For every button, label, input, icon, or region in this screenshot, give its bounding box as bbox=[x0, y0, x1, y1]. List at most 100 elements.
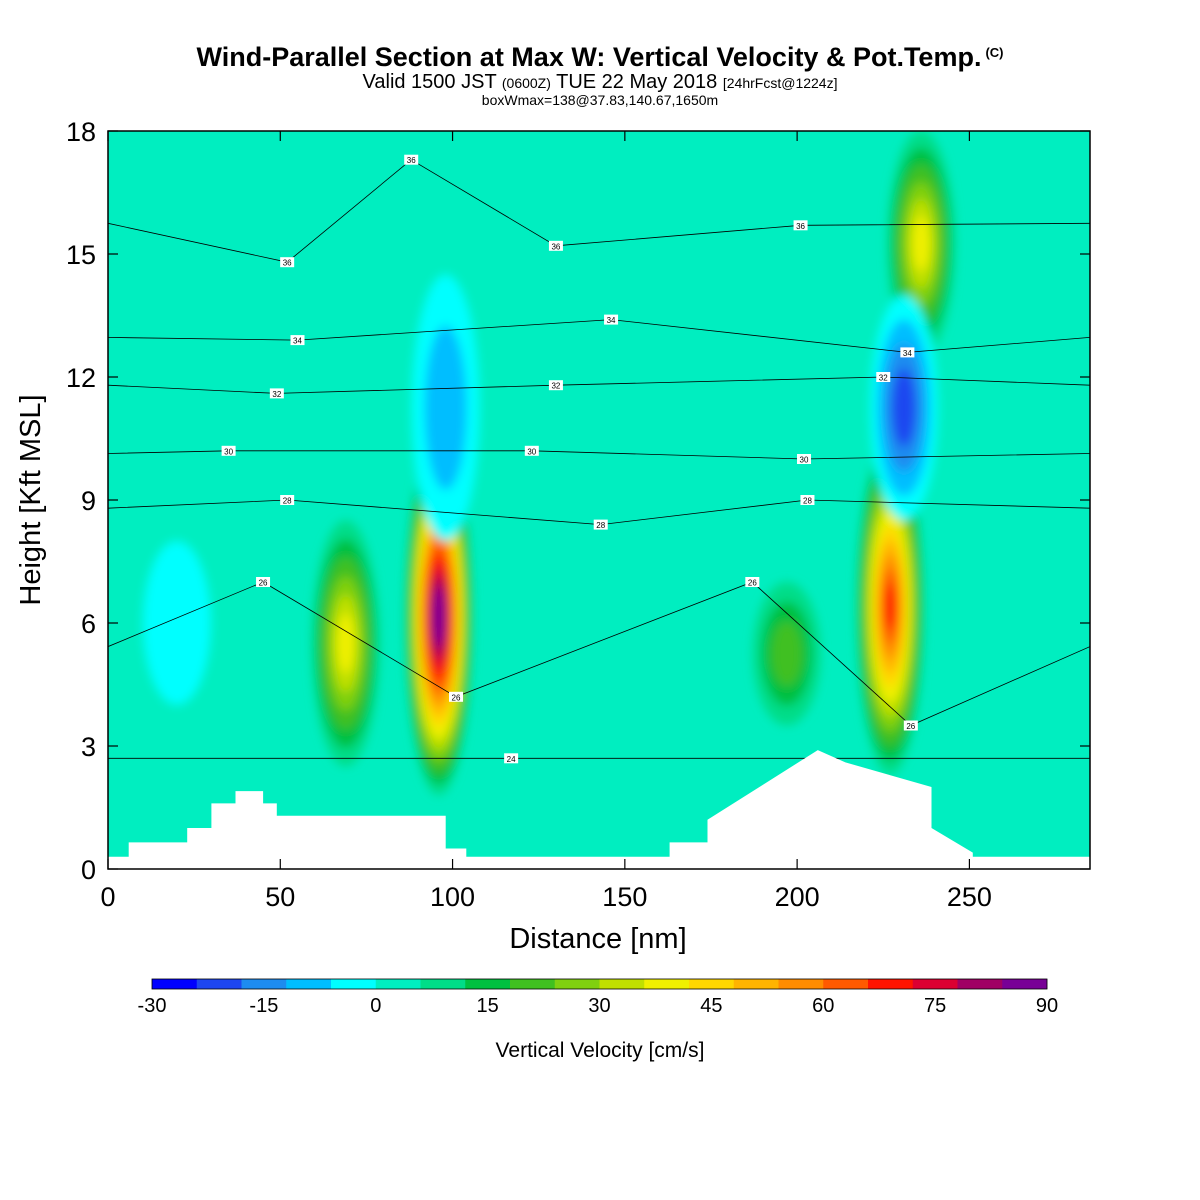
isentrope-label-text: 32 bbox=[879, 374, 888, 383]
y-axis-label: Height [Kft MSL] bbox=[15, 394, 47, 605]
y-tick-label: 12 bbox=[66, 363, 96, 393]
colorbar-tick-label: 30 bbox=[588, 995, 610, 1017]
y-tick-label: 6 bbox=[81, 609, 96, 639]
isentrope-label-bg bbox=[524, 445, 539, 456]
updraft-core bbox=[432, 598, 445, 636]
isentrope-label: 34 bbox=[290, 335, 305, 346]
colorbar-frame bbox=[151, 978, 1048, 990]
isentrope-label: 34 bbox=[604, 314, 619, 325]
isentrope-label-text: 36 bbox=[283, 259, 292, 268]
isentrope-line bbox=[108, 159, 1090, 263]
isentrope-label-bg bbox=[404, 154, 419, 165]
updraft-core bbox=[884, 583, 897, 630]
isentrope-label: 32 bbox=[876, 372, 891, 383]
x-axis-label: Distance [nm] bbox=[509, 923, 686, 955]
downdraft-core bbox=[424, 325, 467, 490]
isentrope-label-text: 30 bbox=[800, 456, 809, 465]
isentrope-label-text: 36 bbox=[407, 156, 416, 165]
isentrope-label-bg bbox=[221, 445, 236, 456]
isentrope-label-bg bbox=[256, 577, 271, 587]
x-tick-label: 0 bbox=[100, 882, 115, 912]
colorbar-swatch bbox=[644, 979, 690, 989]
isentrope-label-bg bbox=[269, 388, 284, 399]
colorbar-swatch bbox=[823, 979, 869, 989]
isentrope-label-bg bbox=[793, 220, 808, 231]
isentrope-label: 36 bbox=[793, 220, 808, 231]
isentrope-label-text: 32 bbox=[272, 390, 281, 399]
isentrope-label-bg bbox=[604, 314, 619, 325]
colorbar-swatch bbox=[689, 979, 735, 989]
colorbar-swatch bbox=[375, 979, 421, 989]
isentrope-label-text: 36 bbox=[551, 242, 560, 251]
y-tick-label: 15 bbox=[66, 240, 96, 270]
isentrope-label-text: 32 bbox=[551, 382, 560, 391]
isentrope-label-text: 34 bbox=[293, 337, 302, 346]
colorbar-tick-label: 60 bbox=[812, 995, 834, 1017]
colorbar-swatch bbox=[868, 979, 914, 989]
colorbar-tick-label: 45 bbox=[700, 995, 722, 1017]
isentrope-label: 26 bbox=[449, 691, 464, 702]
isentrope-label: 30 bbox=[524, 445, 539, 456]
isentrope-label-text: 30 bbox=[527, 447, 536, 456]
colorbar-tick-label: -30 bbox=[138, 995, 167, 1017]
isentrope-label-bg bbox=[903, 720, 918, 731]
isentrope-label-bg bbox=[548, 380, 563, 391]
colorbar-swatch bbox=[196, 979, 242, 989]
downdraft-core bbox=[142, 541, 211, 705]
isentrope-label: 36 bbox=[404, 154, 419, 165]
isentrope-label-bg bbox=[280, 257, 295, 268]
colorbar-swatch bbox=[465, 979, 511, 989]
updraft-core bbox=[337, 613, 354, 674]
colorbar-swatch bbox=[241, 979, 287, 989]
isentrope-label-bg bbox=[593, 519, 608, 530]
isentrope-label-bg bbox=[449, 691, 464, 702]
isentrope-label: 28 bbox=[800, 495, 815, 506]
colorbar-tick-label: 90 bbox=[1036, 995, 1058, 1017]
isentrope-label-text: 36 bbox=[796, 222, 805, 231]
chart-subtitle: Valid 1500 JST (0600Z) TUE 22 May 2018 [… bbox=[362, 71, 838, 93]
plot-area: 24 26 26 26 26 28 28 28 30 30 30 32 32 32 34 34 34 36 36 36… bbox=[108, 131, 1090, 869]
isentrope-label-text: 26 bbox=[906, 722, 915, 731]
isentrope-label: 36 bbox=[280, 257, 295, 268]
updraft-core bbox=[912, 216, 930, 272]
isentrope-label-text: 34 bbox=[607, 316, 616, 325]
isentrope-label: 32 bbox=[269, 388, 284, 399]
colorbar-swatch bbox=[331, 979, 377, 989]
colorbar-tick-label: -15 bbox=[249, 995, 278, 1017]
x-tick-label: 50 bbox=[265, 882, 295, 912]
colorbar-swatch bbox=[420, 979, 466, 989]
isentrope-label-text: 28 bbox=[283, 497, 292, 506]
isentrope-label-text: 34 bbox=[903, 349, 912, 358]
y-tick-label: 18 bbox=[66, 117, 96, 147]
isentrope-label: 34 bbox=[900, 347, 915, 358]
y-tick-label: 3 bbox=[81, 732, 96, 762]
field-shading bbox=[142, 131, 956, 796]
isentrope-label-text: 26 bbox=[259, 579, 268, 588]
isentrope-label: 26 bbox=[745, 577, 760, 588]
isentrope-label: 30 bbox=[221, 445, 236, 456]
x-tick-label: 100 bbox=[430, 882, 475, 912]
terrain bbox=[108, 750, 1090, 869]
isentrope-label-bg bbox=[876, 372, 891, 382]
isentrope-label-bg bbox=[900, 347, 915, 358]
colorbar-swatch bbox=[554, 979, 600, 989]
isentrope-label: 32 bbox=[548, 380, 563, 391]
colorbar-swatch bbox=[286, 979, 332, 989]
y-tick-label: 0 bbox=[81, 855, 96, 885]
colorbar-swatch bbox=[957, 979, 1003, 989]
isentrope-label-text: 26 bbox=[748, 579, 757, 588]
colorbar-label: Vertical Velocity [cm/s] bbox=[496, 1039, 705, 1062]
isentrope-label-bg bbox=[800, 495, 815, 505]
isentrope-label-bg bbox=[504, 753, 519, 764]
downdraft-core bbox=[892, 368, 916, 447]
y-tick-label: 9 bbox=[81, 486, 96, 516]
colorbar-swatch bbox=[912, 979, 958, 989]
isentrope-label-bg bbox=[290, 335, 305, 346]
colorbar-swatch bbox=[510, 979, 556, 989]
colorbar-swatch bbox=[778, 979, 824, 989]
isentrope-label-bg bbox=[548, 240, 563, 251]
isentrope-label: 26 bbox=[256, 577, 271, 588]
colorbar-swatch bbox=[152, 979, 198, 989]
